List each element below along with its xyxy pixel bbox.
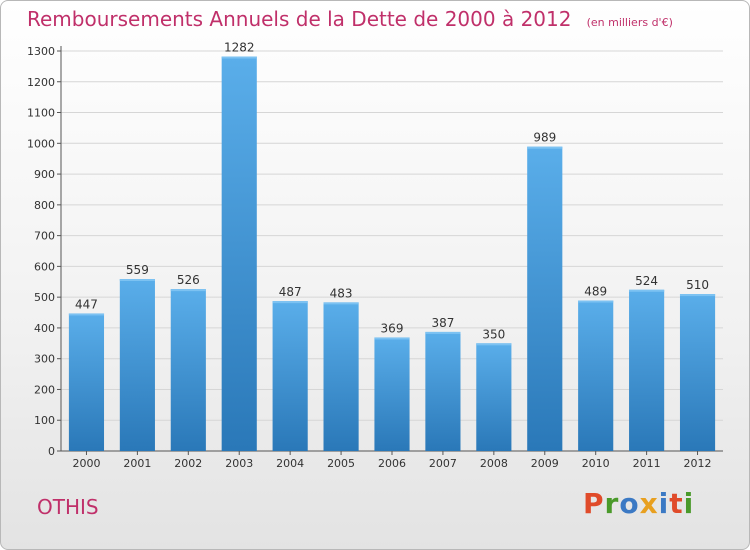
bar-2009 [527,146,563,451]
chart-subtitle: (en milliers d'€) [586,16,673,29]
logo-letter: t [669,487,684,520]
chart-title-row: Remboursements Annuels de la Dette de 20… [27,7,673,31]
bar-2000 [68,313,105,451]
bar-top-edge [476,343,512,346]
logo-letter: P [583,487,605,520]
data-label-2002: 526 [177,273,200,287]
x-tick-label-2007: 2007 [429,457,457,470]
data-label-2001: 559 [126,263,149,277]
bar-2012 [679,294,716,451]
y-tick-label: 900 [34,168,55,181]
bar-2004 [272,301,308,451]
data-label-2012: 510 [686,278,709,292]
y-tick-label: 600 [34,260,55,273]
bar-2011 [629,289,665,451]
data-label-2004: 487 [279,285,302,299]
x-tick-label-2003: 2003 [225,457,253,470]
y-tick-label: 400 [34,322,55,335]
y-tick-label: 0 [48,445,55,458]
x-tick-label-2002: 2002 [174,457,202,470]
data-label-2010: 489 [584,285,607,299]
bar-2005 [323,302,359,451]
y-tick-label: 300 [34,353,55,366]
logo-letter: x [639,487,659,520]
y-tick-label: 200 [34,383,55,396]
data-label-2008: 350 [482,327,505,341]
x-tick-label-2005: 2005 [327,457,355,470]
x-tick-label-2011: 2011 [633,457,661,470]
y-tick-label: 1100 [27,107,55,120]
bar-top-edge [170,289,206,292]
x-tick-label-2010: 2010 [582,457,610,470]
chart-title: Remboursements Annuels de la Dette de 20… [27,7,572,31]
y-tick-label: 800 [34,199,55,212]
x-tick-label-2006: 2006 [378,457,406,470]
bar-2008 [476,343,512,451]
town-name: OTHIS [37,495,99,519]
x-tick-label-2000: 2000 [72,457,100,470]
y-tick-label: 100 [34,414,55,427]
x-tick-label-2008: 2008 [480,457,508,470]
bar-2001 [119,279,155,451]
data-label-2007: 387 [431,316,454,330]
x-tick-label-2004: 2004 [276,457,304,470]
bar-2007 [425,331,461,451]
bar-2010 [578,300,614,451]
proxiti-logo: Proxiti [583,487,694,520]
data-label-2006: 369 [381,321,404,335]
bar-top-edge [578,300,614,303]
data-label-2000: 447 [75,297,98,311]
bar-top-edge [679,294,716,297]
x-tick-label-2012: 2012 [684,457,712,470]
y-tick-label: 1000 [27,137,55,150]
y-tick-label: 1200 [27,76,55,89]
bars [68,56,716,452]
logo-letter: i [683,487,695,520]
logo-letter: o [619,487,640,520]
x-tick-label-2009: 2009 [531,457,559,470]
bar-2003 [221,56,257,452]
x-tick-label-2001: 2001 [123,457,151,470]
bar-top-edge [425,331,461,334]
bar-top-edge [629,289,665,292]
data-label-2005: 483 [330,286,353,300]
logo-letter: r [604,487,620,520]
data-label-2003: 1282 [224,41,255,55]
bar-top-edge [221,56,257,59]
bar-top-edge [272,301,308,304]
bar-top-edge [374,337,410,340]
data-labels: 447 559 526 1282 487 483 369 387 350 989 489 524 510 [75,41,709,342]
data-label-2009: 989 [533,131,556,145]
y-tick-label: 500 [34,291,55,304]
bar-top-edge [119,279,155,281]
bar-top-edge [323,302,359,305]
y-tick-label: 1300 [27,45,55,58]
bar-2006 [374,337,410,451]
bar-top-edge [68,313,105,316]
bar-2002 [170,289,206,451]
bar-top-edge [527,146,563,149]
y-tick-label: 700 [34,230,55,243]
data-label-2011: 524 [635,274,658,288]
logo-letter: i [658,487,670,520]
